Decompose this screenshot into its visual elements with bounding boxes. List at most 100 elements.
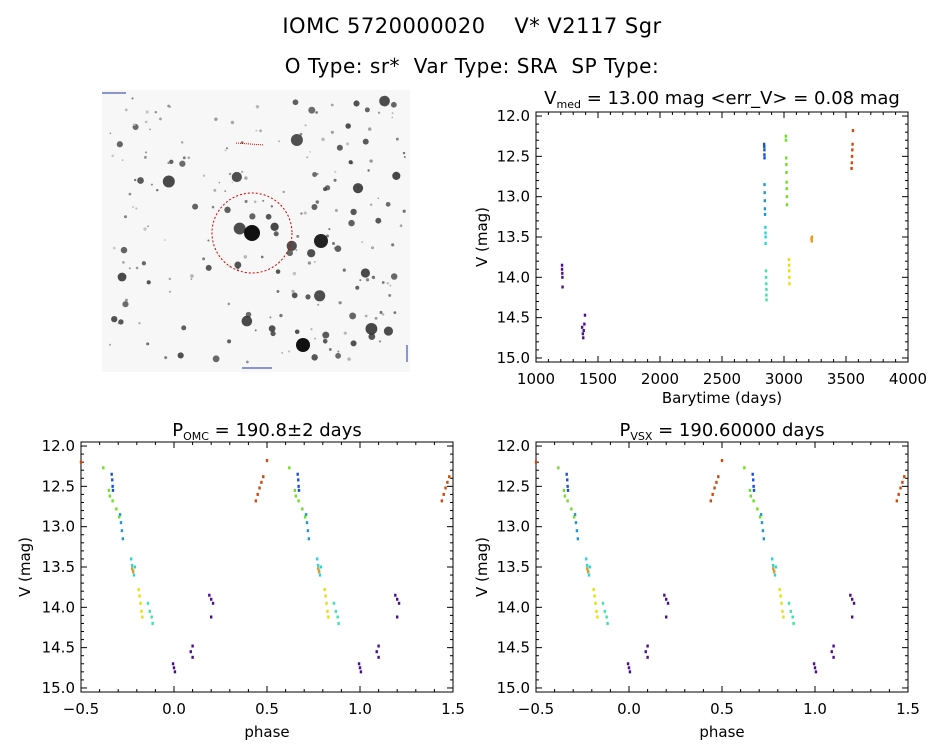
sky-star — [225, 147, 228, 150]
phase-vsx-data-point — [592, 588, 595, 592]
phase-vsx-data-point — [562, 488, 566, 492]
sky-star — [322, 339, 328, 344]
sky-star — [375, 217, 382, 224]
lightcurve-data-point — [787, 263, 791, 267]
phase-omc-xtick-label: 1.0 — [348, 700, 372, 718]
phase-omc-data-point — [121, 537, 125, 541]
sky-star — [315, 111, 318, 114]
sky-star — [393, 311, 397, 315]
phase-vsx-data-point — [585, 563, 589, 567]
phase-omc-data-point — [173, 670, 177, 674]
sky-star — [120, 246, 128, 254]
lightcurve-data-point — [765, 282, 768, 286]
lightcurve-data-point — [582, 336, 585, 340]
phase-omc-data-point — [108, 494, 112, 498]
phase-vsx-data-point — [791, 615, 794, 619]
phase-omc-data-point — [377, 644, 380, 648]
lightcurve-data-point — [561, 275, 564, 279]
phase-vsx-data-point — [895, 499, 899, 503]
sky-star — [402, 209, 406, 213]
sky-star — [299, 132, 303, 136]
phase-omc-data-point — [130, 557, 133, 561]
phase-vsx-data-point — [787, 601, 791, 605]
sky-star — [326, 234, 329, 238]
sky-star — [124, 215, 127, 219]
phase-omc-data-point — [111, 478, 114, 482]
lightcurve-ytick-label: 12.0 — [497, 107, 530, 125]
sky-star — [391, 243, 395, 247]
phase-omc-data-point — [120, 529, 124, 533]
sky-star — [109, 343, 112, 346]
sky-star — [290, 134, 303, 147]
phase-vsx-data-point — [628, 670, 632, 674]
figure-subtitle: O Type: sr* Var Type: SRA SP Type: — [284, 54, 660, 78]
sky-star — [268, 325, 276, 333]
sky-star — [181, 141, 184, 144]
sky-star — [389, 284, 392, 287]
sky-star — [328, 348, 332, 351]
phase-vsx-data-point — [566, 484, 569, 488]
sky-star — [315, 200, 320, 204]
phase-vsx-data-point — [575, 529, 579, 533]
sky-star — [212, 355, 220, 363]
phase-omc-data-point — [316, 557, 319, 561]
sky-star — [330, 130, 334, 134]
sky-star — [402, 151, 406, 155]
phase-omc-data-point — [150, 615, 153, 619]
sky-star — [218, 181, 221, 184]
sky-star — [233, 222, 246, 235]
phase-omc-data-point — [332, 601, 336, 605]
phase-omc-ytick-label: 12.5 — [42, 477, 75, 495]
phase-omc-data-point — [262, 475, 265, 479]
lightcurve-title: Vmed = 13.00 mag <err_V> = 0.08 mag — [544, 88, 900, 111]
phase-omc-xtick-label: 1.5 — [441, 700, 465, 718]
lightcurve-data-point — [764, 225, 767, 229]
phase-omc-data-point — [316, 567, 320, 571]
phase-omc-data-point — [334, 609, 338, 613]
phase-omc-data-point — [317, 569, 321, 573]
lightcurve-data-point — [762, 142, 766, 146]
lightcurve-xtick-label: 1500 — [579, 370, 617, 388]
phase-omc-data-point — [256, 492, 259, 496]
sky-star — [128, 192, 132, 196]
sky-star — [367, 127, 372, 131]
lightcurve-data-point — [810, 237, 813, 241]
sky-star — [316, 172, 319, 176]
sky-star — [224, 206, 231, 214]
lightcurve-data-point — [763, 199, 766, 203]
sky-star — [342, 268, 346, 272]
sky-star — [211, 205, 215, 209]
lightcurve-data-point — [851, 129, 855, 133]
phase-omc-data-point — [306, 529, 310, 533]
phase-vsx-data-point — [605, 615, 608, 619]
phase-omc-chart: −0.5 0.0 0.5 1.0 1.5 12.0 12.5 13.0 13.5 14.0 14.5… — [16, 420, 465, 741]
sky-star — [314, 234, 328, 248]
phase-omc-data-point — [210, 615, 213, 619]
lightcurve-data-point — [850, 166, 853, 170]
lightcurve-data-point — [785, 156, 788, 160]
phase-vsx-xtick-label: 1.0 — [803, 700, 827, 718]
phase-omc-data-point — [110, 472, 113, 476]
sky-star — [135, 266, 139, 270]
phase-omc-data-point — [303, 515, 307, 519]
phase-vsx-data-point — [743, 466, 746, 470]
lightcurve-data-point — [763, 183, 766, 187]
phase-omc-data-point — [132, 573, 136, 577]
lightcurve-data-point — [810, 235, 814, 239]
sky-star — [168, 105, 172, 109]
phase-vsx-data-point — [709, 499, 713, 503]
sky-star — [244, 176, 248, 180]
sky-star — [392, 171, 401, 180]
phase-omc-data-point — [296, 472, 299, 476]
phase-omc-data-point — [357, 662, 361, 666]
phase-vsx-data-point — [715, 480, 718, 484]
phase-vsx-data-point — [665, 615, 668, 619]
sky-star — [359, 279, 362, 282]
phase-vsx-xlabel: phase — [699, 723, 744, 741]
sky-star — [307, 249, 316, 258]
sky-star — [300, 212, 303, 215]
phase-vsx-data-point — [899, 486, 902, 490]
phase-vsx-data-point — [573, 513, 577, 517]
sky-star — [177, 352, 184, 359]
sky-star — [145, 110, 149, 114]
